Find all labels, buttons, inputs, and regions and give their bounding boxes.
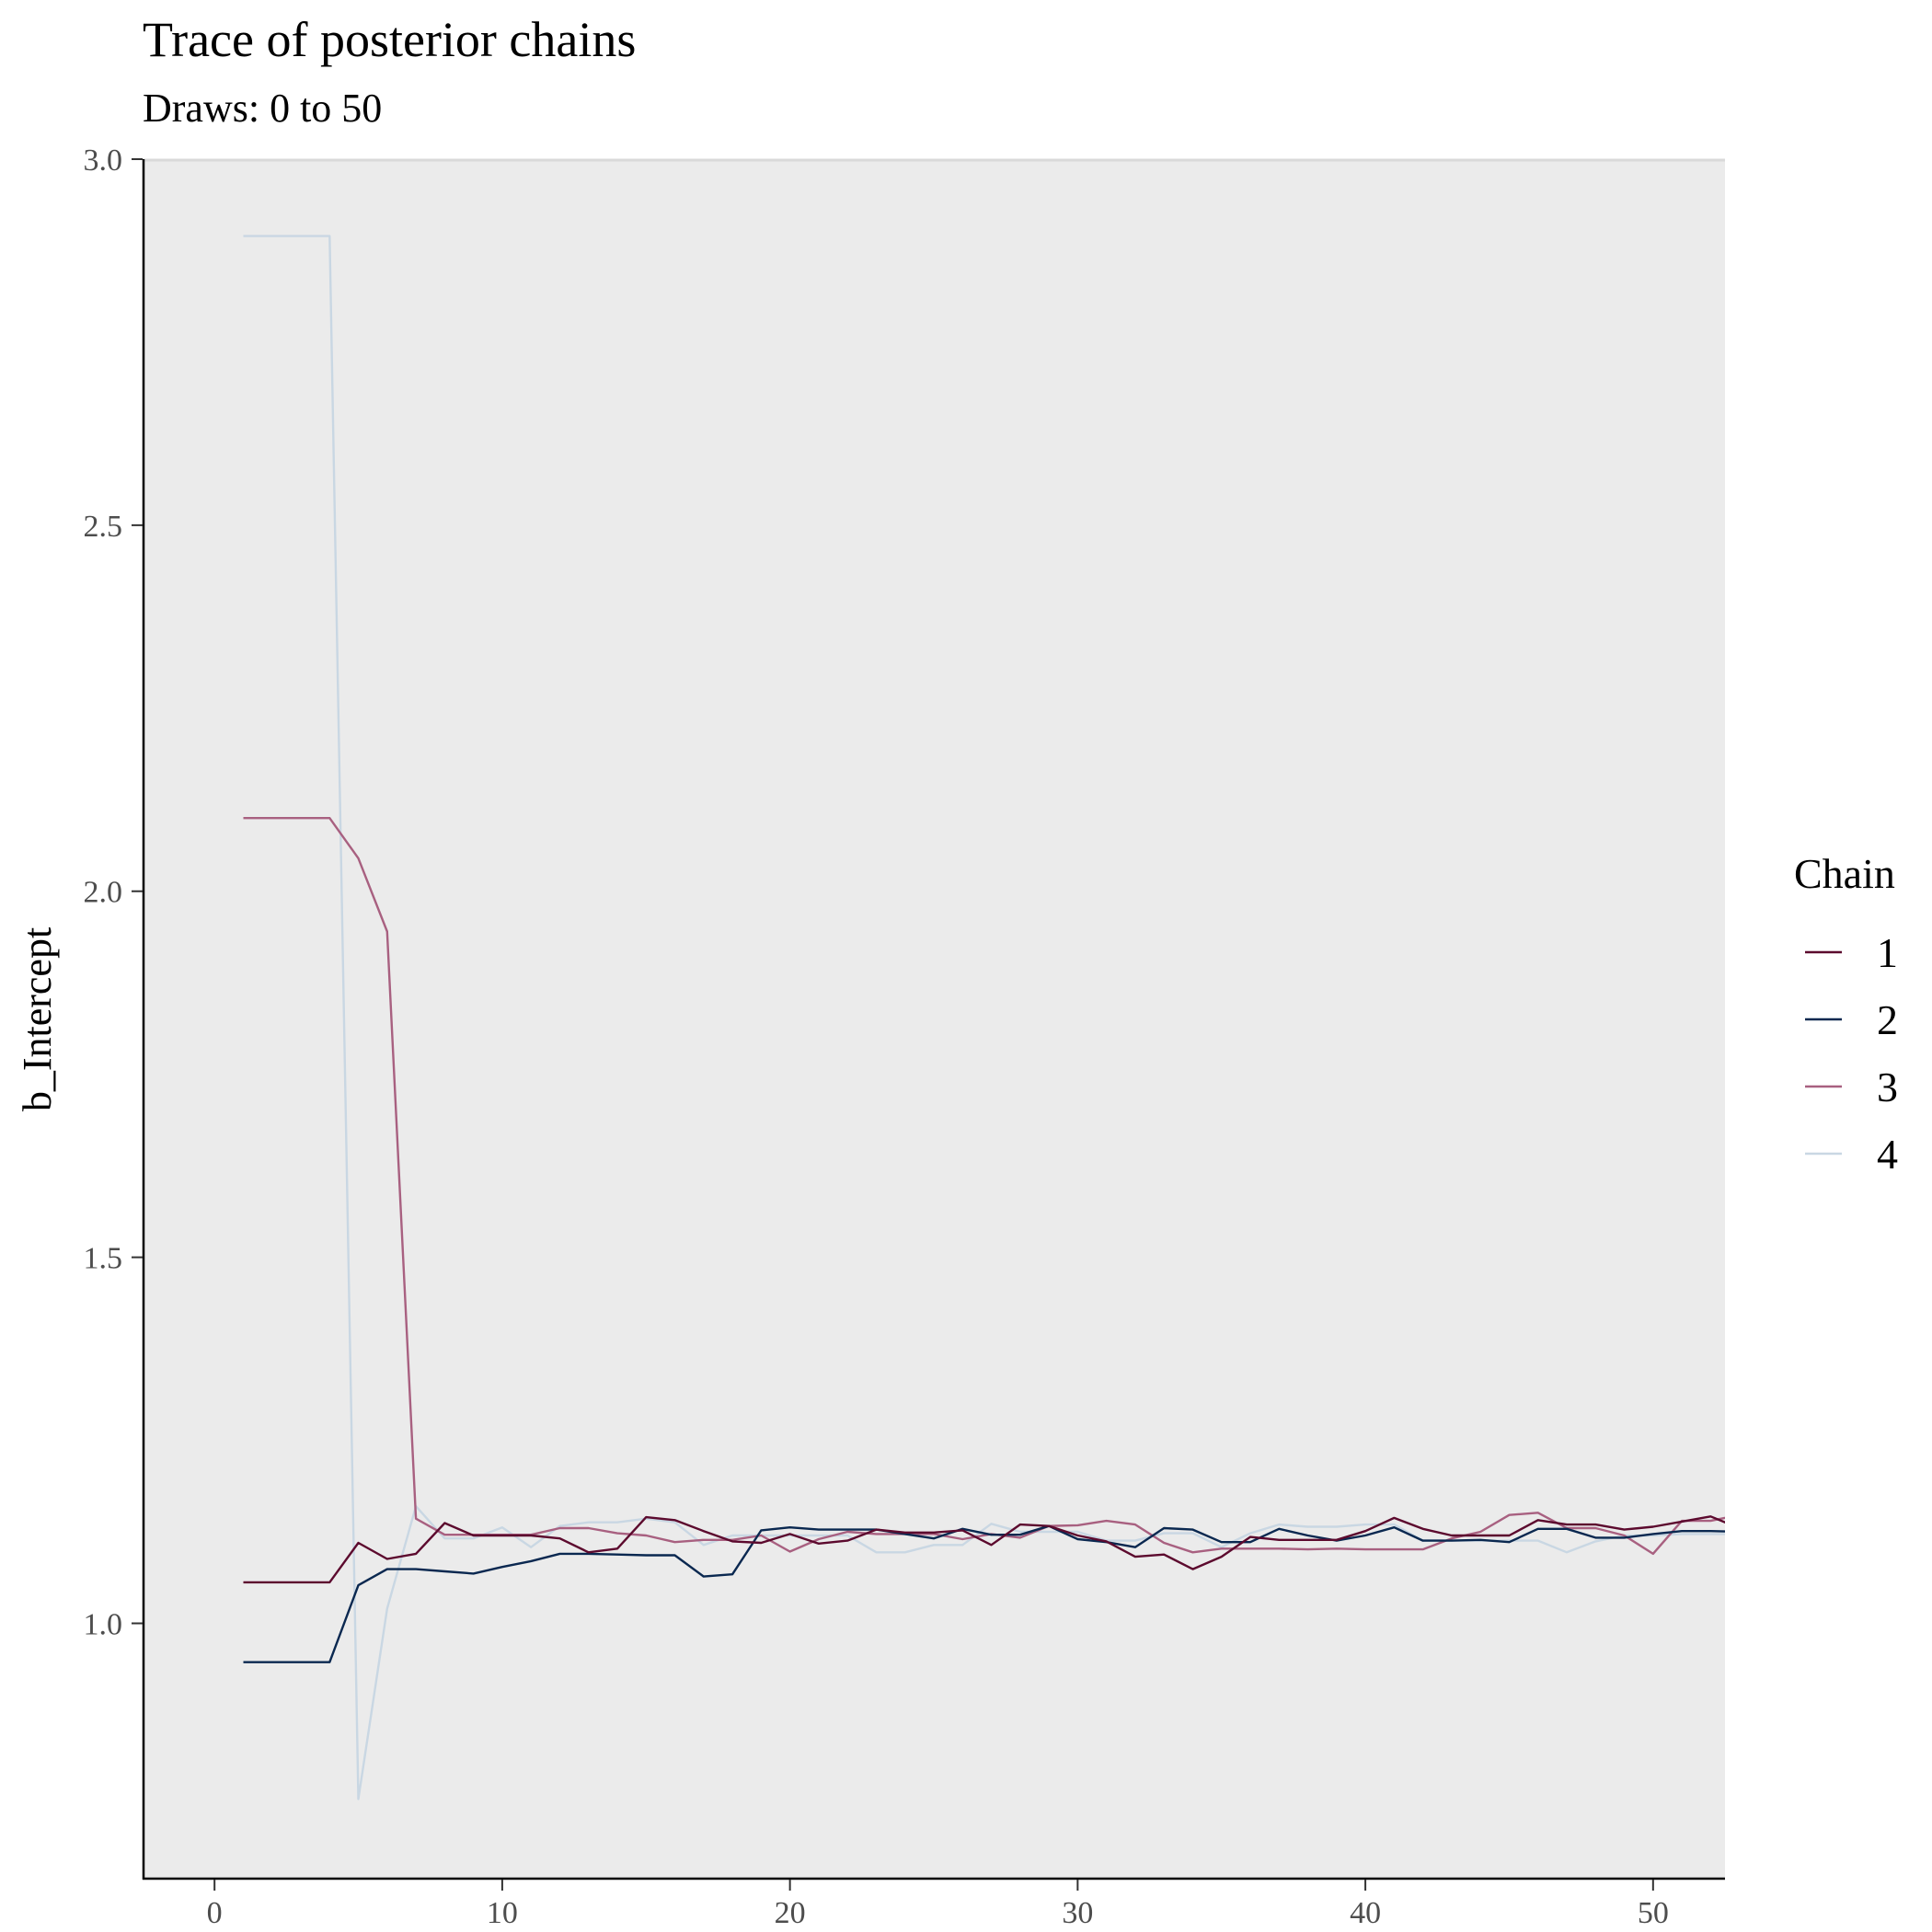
legend-label-2: 2: [1877, 996, 1898, 1043]
x-tick-label: 40: [1350, 1896, 1381, 1930]
y-axis-ticks: 1.0 1.5 2.0 2.5 3.0: [84, 144, 143, 1641]
x-tick-label: 10: [487, 1896, 518, 1930]
y-tick-label: 2.0: [84, 876, 123, 910]
y-tick-label: 2.5: [84, 510, 123, 544]
x-tick-label: 50: [1638, 1896, 1669, 1930]
x-tick-label: 0: [207, 1896, 223, 1930]
legend-label-3: 3: [1877, 1064, 1898, 1110]
y-tick-label: 1.5: [84, 1242, 123, 1276]
legend-items: 1 2 3 4: [1805, 929, 1898, 1178]
chart-subtitle: Draws: 0 to 50: [143, 86, 383, 131]
chain-1-line: [243, 1515, 1725, 1584]
legend-title: Chain: [1794, 850, 1895, 897]
series-layer: [243, 235, 1725, 1800]
legend-label-1: 1: [1877, 929, 1898, 976]
legend: Chain 1 2 3 4: [1794, 850, 1898, 1178]
plot-panel: [143, 159, 1725, 1880]
y-axis-label: b_Intercept: [15, 927, 60, 1111]
legend-label-4: 4: [1877, 1131, 1898, 1178]
x-tick-label: 20: [775, 1896, 806, 1930]
chain-2-line: [243, 1524, 1725, 1663]
chart-title: Trace of posterior chains: [143, 12, 637, 67]
x-axis-ticks: 0 10 20 30 40 50: [207, 1880, 1669, 1930]
y-tick-label: 3.0: [84, 144, 123, 178]
x-tick-label: 30: [1062, 1896, 1093, 1930]
y-tick-label: 1.0: [84, 1607, 123, 1641]
